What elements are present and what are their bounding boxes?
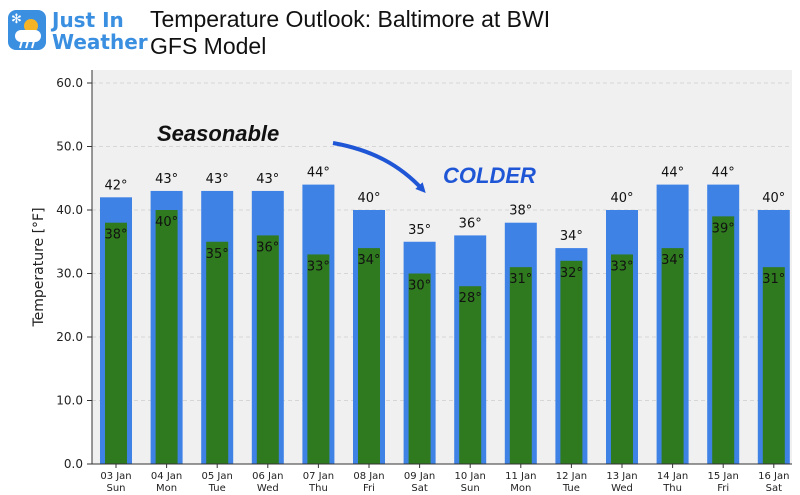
data-labels: 42° 38° 43° 40° 43° 35° 43° 36° 44° 33° 40° 34° 35° 3… bbox=[104, 166, 785, 307]
x-tick-date: 05 Jan bbox=[202, 471, 233, 482]
high-temp-label: 38° bbox=[509, 204, 532, 219]
low-temp-label: 30° bbox=[408, 279, 431, 294]
high-temp-label: 44° bbox=[712, 166, 735, 181]
x-tick-date: 13 Jan bbox=[606, 471, 637, 482]
high-temp-label: 40° bbox=[610, 191, 633, 206]
y-tick-label: 30.0 bbox=[56, 267, 83, 281]
low-temp-label: 40° bbox=[155, 215, 178, 230]
low-temp-label: 34° bbox=[661, 253, 684, 268]
chart-title: Temperature Outlook: Baltimore at BWI GF… bbox=[150, 6, 550, 60]
logo-text-line2: Weather bbox=[52, 30, 148, 54]
x-tick-day: Sun bbox=[461, 483, 480, 494]
high-temp-label: 34° bbox=[560, 229, 583, 244]
x-tick-day: Thu bbox=[662, 483, 682, 494]
x-tick-date: 14 Jan bbox=[657, 471, 688, 482]
low-temp-label: 32° bbox=[560, 266, 583, 281]
low-temp-label: 34° bbox=[357, 253, 380, 268]
colder-arrow bbox=[332, 141, 426, 193]
x-tick-day: Tue bbox=[562, 483, 580, 494]
high-temp-label: 44° bbox=[307, 166, 330, 181]
x-tick-date: 11 Jan bbox=[505, 471, 536, 482]
rain-icon bbox=[19, 41, 35, 49]
high-temp-label: 43° bbox=[155, 172, 178, 187]
low-temp-bar bbox=[611, 254, 633, 464]
high-temp-label: 35° bbox=[408, 223, 431, 238]
y-tick-label: 0.0 bbox=[64, 457, 83, 471]
x-tick-date: 12 Jan bbox=[556, 471, 587, 482]
low-temp-bar bbox=[105, 222, 127, 464]
high-temp-label: 40° bbox=[357, 191, 380, 206]
low-temp-bar bbox=[560, 260, 583, 464]
low-temp-bar bbox=[661, 248, 684, 464]
weather-badge-icon: ✻ bbox=[8, 10, 46, 50]
x-tick-day: Fri bbox=[717, 483, 729, 494]
x-tick-day: Sat bbox=[766, 483, 782, 494]
high-temp-label: 40° bbox=[762, 191, 785, 206]
x-tick-day: Sun bbox=[106, 483, 125, 494]
low-temp-bar bbox=[155, 210, 178, 464]
high-temp-label: 43° bbox=[256, 172, 279, 187]
high-temp-label: 43° bbox=[206, 172, 229, 187]
x-tick-day: Sat bbox=[411, 483, 427, 494]
cloud-icon bbox=[15, 30, 41, 42]
x-tick-date: 04 Jan bbox=[151, 471, 182, 482]
high-temp-label: 42° bbox=[104, 178, 127, 193]
x-tick-day: Wed bbox=[611, 483, 633, 494]
annotation-seasonable: Seasonable bbox=[157, 121, 280, 146]
y-axis: 0.0 10.0 20.0 30.0 40.0 50.0 60.0 bbox=[56, 70, 792, 471]
low-temp-bar bbox=[358, 248, 380, 464]
x-tick-day: Mon bbox=[510, 483, 531, 494]
chart-title-line1: Temperature Outlook: Baltimore at BWI bbox=[150, 6, 551, 32]
snowflake-icon: ✻ bbox=[11, 12, 22, 27]
low-temp-bar bbox=[762, 267, 785, 464]
x-tick-day: Wed bbox=[257, 483, 279, 494]
low-temp-label: 39° bbox=[712, 221, 735, 236]
x-tick-date: 06 Jan bbox=[252, 471, 283, 482]
low-temp-bar bbox=[712, 216, 735, 464]
x-tick-date: 07 Jan bbox=[303, 471, 334, 482]
x-tick-date: 15 Jan bbox=[708, 471, 739, 482]
x-tick-day: Fri bbox=[363, 483, 375, 494]
y-tick-label: 50.0 bbox=[56, 140, 83, 154]
low-temp-label: 38° bbox=[104, 228, 127, 243]
chart-title-line2: GFS Model bbox=[150, 33, 267, 59]
low-temp-bar bbox=[307, 254, 330, 464]
x-tick-date: 08 Jan bbox=[353, 471, 384, 482]
high-temp-label: 44° bbox=[661, 166, 684, 181]
x-tick-day: Thu bbox=[308, 483, 328, 494]
x-tick-date: 10 Jan bbox=[455, 471, 486, 482]
low-temp-label: 31° bbox=[509, 272, 532, 287]
logo-text-line1: Just In bbox=[52, 8, 124, 32]
high-temp-label: 36° bbox=[459, 216, 482, 231]
low-temp-bar bbox=[408, 273, 431, 464]
low-temp-bar bbox=[459, 286, 482, 464]
sun-icon bbox=[24, 19, 38, 33]
low-temp-bar bbox=[256, 235, 279, 464]
low-temp-label: 33° bbox=[307, 259, 330, 274]
x-tick-date: 16 Jan bbox=[758, 471, 789, 482]
x-tick-date: 09 Jan bbox=[404, 471, 435, 482]
low-temp-bar bbox=[206, 241, 229, 464]
x-tick-day: Mon bbox=[156, 483, 177, 494]
low-temp-label: 28° bbox=[459, 291, 482, 306]
y-tick-label: 40.0 bbox=[56, 203, 83, 217]
x-tick-day: Tue bbox=[208, 483, 226, 494]
low-temp-bar bbox=[509, 267, 532, 464]
annotation-colder: COLDER bbox=[443, 163, 536, 188]
low-temp-label: 35° bbox=[206, 247, 229, 262]
y-tick-label: 10.0 bbox=[56, 394, 83, 408]
low-temp-label: 36° bbox=[256, 240, 279, 255]
y-tick-label: 60.0 bbox=[56, 76, 83, 90]
bars bbox=[100, 184, 790, 465]
low-temp-label: 33° bbox=[610, 259, 633, 274]
y-tick-label: 20.0 bbox=[56, 330, 83, 344]
just-in-weather-logo: ✻ Just In Weather bbox=[8, 6, 148, 56]
y-axis-label: Temperature [°F] bbox=[31, 207, 47, 327]
low-temp-label: 31° bbox=[762, 272, 785, 287]
x-tick-date: 03 Jan bbox=[100, 471, 131, 482]
